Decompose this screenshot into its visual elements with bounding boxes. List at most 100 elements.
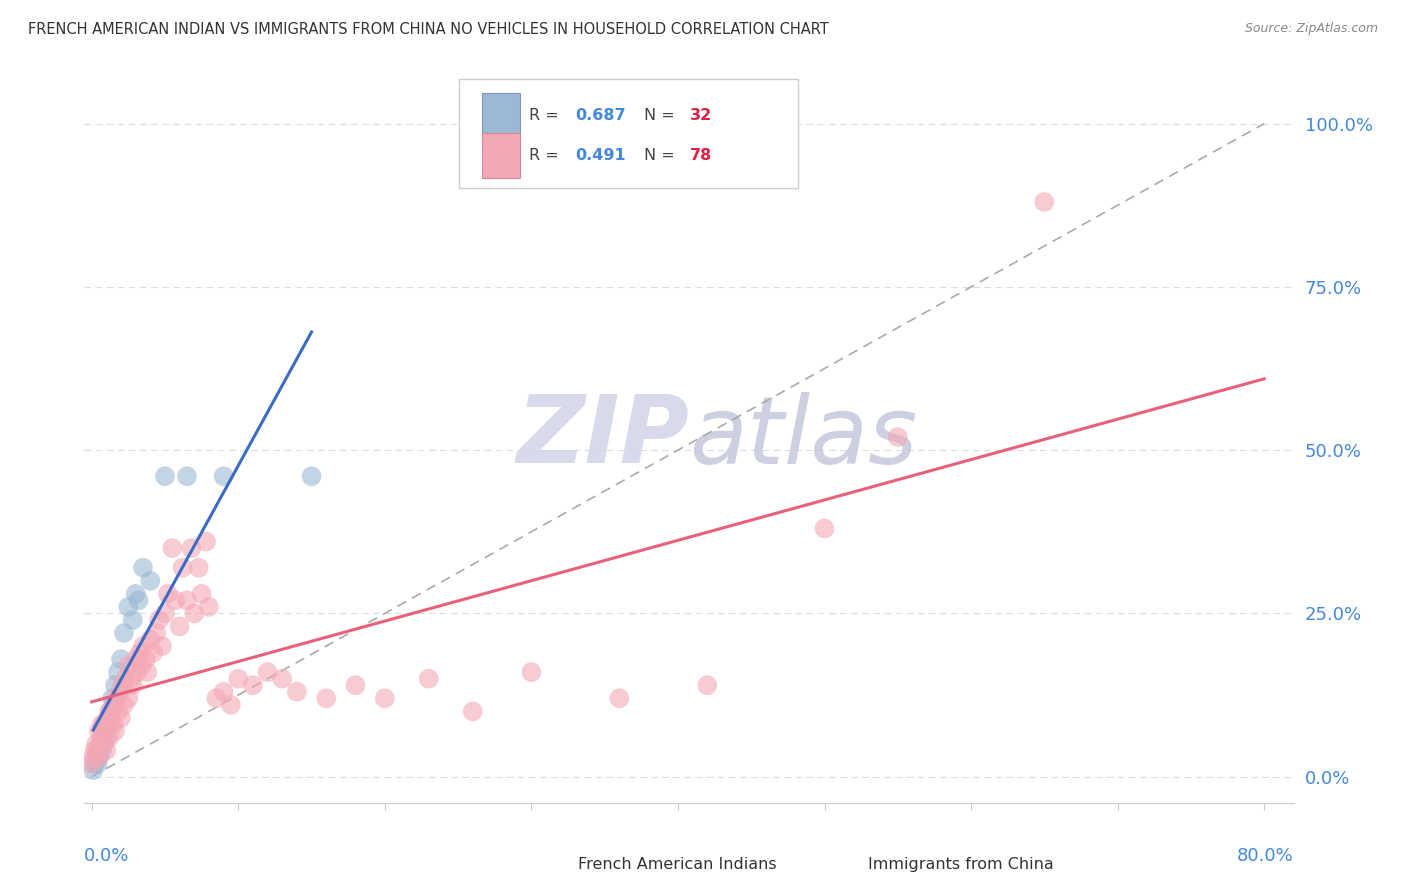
Point — [111, 678, 134, 692]
Point — [271, 672, 294, 686]
Point — [98, 711, 121, 725]
Point — [93, 737, 115, 751]
Point — [242, 678, 264, 692]
Point — [91, 731, 114, 745]
Point — [96, 731, 118, 745]
Point — [110, 711, 132, 725]
Point — [114, 672, 136, 686]
Point — [104, 723, 127, 738]
Point — [315, 691, 337, 706]
Point — [418, 672, 440, 686]
Text: N =: N = — [644, 148, 681, 163]
Point — [110, 652, 132, 666]
Point — [135, 652, 157, 666]
Point — [117, 658, 139, 673]
Point — [461, 705, 484, 719]
Point — [108, 685, 131, 699]
Point — [91, 717, 114, 731]
Point — [1033, 194, 1056, 209]
Point — [89, 737, 111, 751]
Point — [205, 691, 228, 706]
Point — [101, 691, 124, 706]
Point — [96, 743, 118, 757]
Point — [887, 430, 910, 444]
Point — [813, 521, 835, 535]
Point — [83, 743, 105, 757]
Point — [94, 723, 117, 738]
Text: Source: ZipAtlas.com: Source: ZipAtlas.com — [1244, 22, 1378, 36]
Point — [153, 469, 176, 483]
Point — [107, 665, 129, 680]
Point — [97, 717, 120, 731]
Point — [139, 632, 162, 647]
Point — [96, 717, 118, 731]
Point — [96, 717, 118, 731]
Point — [136, 665, 159, 680]
Text: Immigrants from China: Immigrants from China — [868, 856, 1053, 871]
Point — [132, 560, 155, 574]
Point — [91, 743, 114, 757]
Point — [183, 607, 205, 621]
Point — [87, 743, 110, 757]
FancyBboxPatch shape — [482, 133, 520, 178]
Point — [91, 731, 114, 745]
Point — [97, 711, 120, 725]
Point — [103, 698, 125, 712]
FancyBboxPatch shape — [831, 854, 863, 875]
Point — [190, 587, 212, 601]
Point — [139, 574, 162, 588]
Point — [112, 626, 135, 640]
Point — [124, 652, 146, 666]
Point — [127, 665, 149, 680]
Point — [153, 607, 176, 621]
Point — [94, 723, 117, 738]
Point — [121, 678, 143, 692]
Point — [87, 750, 110, 764]
Point — [180, 541, 202, 555]
Point — [374, 691, 396, 706]
Text: N =: N = — [644, 108, 681, 123]
Text: 80.0%: 80.0% — [1237, 847, 1294, 864]
Point — [84, 750, 107, 764]
Point — [100, 705, 122, 719]
Point — [103, 698, 125, 712]
Text: atlas: atlas — [689, 392, 917, 483]
Point — [83, 756, 105, 771]
Point — [105, 691, 128, 706]
Point — [195, 534, 218, 549]
Point — [156, 587, 179, 601]
Text: R =: R = — [529, 108, 564, 123]
Point — [219, 698, 242, 712]
Point — [150, 639, 173, 653]
Point — [98, 705, 121, 719]
Point — [187, 560, 209, 574]
Point — [169, 619, 191, 633]
Point — [145, 626, 167, 640]
Point — [89, 737, 111, 751]
Point — [93, 717, 115, 731]
Text: FRENCH AMERICAN INDIAN VS IMMIGRANTS FROM CHINA NO VEHICLES IN HOUSEHOLD CORRELA: FRENCH AMERICAN INDIAN VS IMMIGRANTS FRO… — [28, 22, 830, 37]
Point — [142, 646, 165, 660]
FancyBboxPatch shape — [541, 854, 572, 875]
Point — [176, 593, 198, 607]
Point — [120, 672, 142, 686]
Text: 0.0%: 0.0% — [84, 847, 129, 864]
Point — [93, 737, 115, 751]
Point — [100, 717, 122, 731]
Text: 0.491: 0.491 — [575, 148, 626, 163]
FancyBboxPatch shape — [482, 93, 520, 137]
Text: 78: 78 — [690, 148, 713, 163]
Point — [607, 691, 630, 706]
Point — [132, 639, 155, 653]
Point — [86, 756, 108, 771]
Point — [128, 593, 150, 607]
Text: ZIP: ZIP — [516, 391, 689, 483]
Point — [176, 469, 198, 483]
Point — [520, 665, 543, 680]
Point — [107, 705, 129, 719]
Text: 0.687: 0.687 — [575, 108, 626, 123]
Point — [98, 731, 121, 745]
Point — [117, 691, 139, 706]
Point — [87, 723, 110, 738]
FancyBboxPatch shape — [460, 78, 797, 188]
